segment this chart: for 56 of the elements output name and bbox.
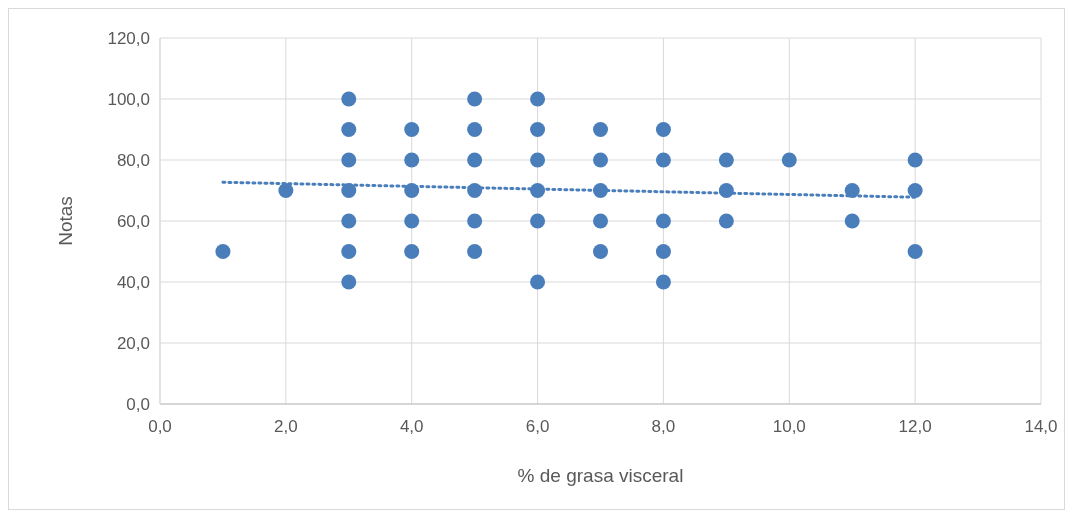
point: [593, 213, 608, 229]
point: [341, 244, 357, 259]
x-tick-label: 0,0: [148, 417, 172, 436]
point: [844, 213, 860, 229]
point: [718, 213, 734, 229]
point: [530, 91, 546, 107]
point: [341, 152, 357, 168]
point: [215, 244, 231, 259]
point: [404, 152, 420, 168]
point: [278, 183, 294, 198]
point: [404, 213, 420, 229]
point: [593, 152, 608, 168]
point: [404, 244, 420, 259]
point: [404, 122, 420, 137]
point: [655, 274, 671, 290]
x-tick-label: 8,0: [651, 417, 676, 436]
y-tick-label: 80,0: [116, 150, 150, 170]
point: [467, 122, 483, 137]
point: [907, 244, 923, 259]
point: [655, 122, 671, 137]
point: [907, 152, 923, 168]
point: [341, 213, 357, 229]
point: [530, 274, 546, 290]
point: [467, 91, 483, 107]
point: [655, 152, 671, 168]
x-tick-label: 6,0: [525, 417, 550, 436]
x-axis-title: % de grasa visceral: [517, 465, 684, 486]
point: [907, 183, 923, 198]
point: [655, 213, 671, 229]
point: [530, 122, 546, 137]
point: [341, 91, 357, 107]
point: [467, 213, 483, 229]
x-tick-label: 4,0: [399, 417, 424, 436]
point: [467, 152, 483, 168]
x-tick-label: 14,0: [1024, 417, 1058, 436]
point: [341, 274, 357, 290]
point: [341, 183, 357, 198]
x-tick-label: 12,0: [898, 417, 932, 436]
point: [718, 152, 734, 168]
y-tick-label: 0,0: [126, 394, 150, 414]
y-tick-label: 40,0: [116, 272, 150, 292]
point: [781, 152, 797, 168]
point: [467, 244, 483, 259]
y-tick-label: 120,0: [107, 28, 150, 48]
y-tick-label: 100,0: [107, 89, 150, 109]
y-tick-label: 20,0: [116, 333, 150, 353]
point: [341, 122, 357, 137]
y-axis-title: Notas: [55, 196, 76, 246]
x-tick-label: 10,0: [772, 417, 806, 436]
x-tick-label: 2,0: [274, 417, 298, 436]
point: [593, 122, 608, 137]
point: [655, 244, 671, 259]
y-tick-label: 60,0: [116, 211, 150, 231]
point: [530, 213, 546, 229]
point: [530, 152, 546, 168]
point: [593, 244, 608, 259]
